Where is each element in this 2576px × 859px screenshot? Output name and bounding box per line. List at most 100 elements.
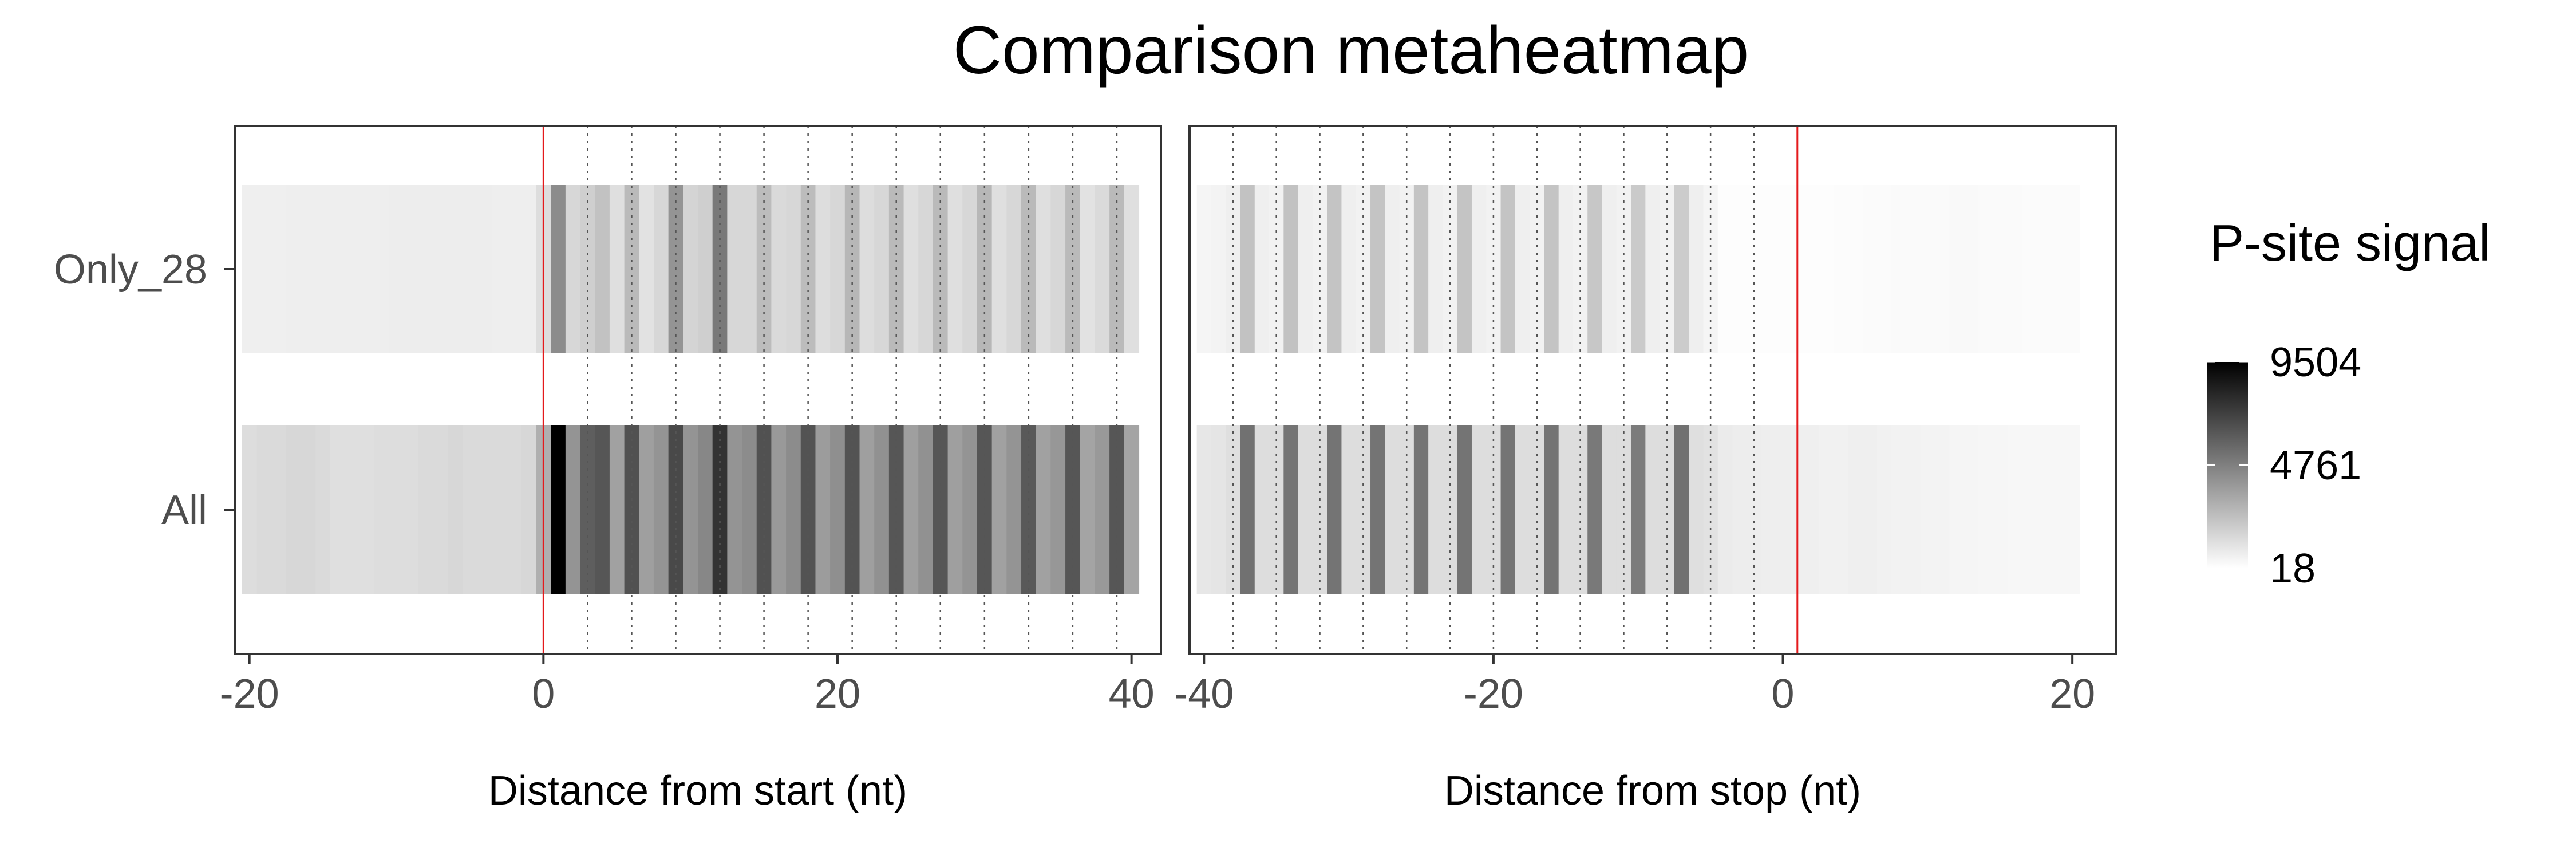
heatmap-cell [1689,185,1704,353]
heatmap-cell [1240,425,1255,594]
heatmap-cell [463,425,478,594]
legend-title: P-site signal [2210,215,2490,272]
heatmap-cell [1050,425,1066,594]
heatmap-cell [1065,425,1081,594]
heatmap-cell [580,425,595,594]
heatmap-cell [815,185,831,353]
heatmap-cell [389,425,404,594]
heatmap-cell [756,425,772,594]
heatmap-cell [1602,425,1617,594]
legend: P-site signal 9504 4761 18 [2207,215,2490,592]
heatmap-cell [374,185,390,353]
heatmap-cell [947,185,963,353]
heatmap-cell [1385,425,1400,594]
heatmap-cell [477,425,493,594]
heatmap-cell [330,185,346,353]
heatmap-cell [1327,425,1342,594]
heatmap-cell [521,425,537,594]
heatmap-cell [433,185,448,353]
heatmap-cell [639,425,654,594]
heatmap-cell [698,185,713,353]
heatmap-cell [1934,185,1950,353]
heatmap-cell [1587,425,1603,594]
heatmap-cell [551,185,566,353]
heatmap-cell [595,185,610,353]
heatmap-cell [1775,425,1791,594]
heatmap-cell [1006,185,1022,353]
heatmap-cell [1761,185,1776,353]
heatmap-cell [359,185,375,353]
legend-label: 18 [2270,546,2316,592]
heatmap-cell [1124,185,1140,353]
row-labels: Only_28 All [54,247,235,533]
chart-title: Comparison metaheatmap [953,13,1749,88]
heatmap-cell [800,425,816,594]
heatmap-cell [433,425,448,594]
heatmap-cell [1413,425,1429,594]
heatmap-cell [1471,185,1487,353]
heatmap-cell [609,425,625,594]
heatmap-cell [2007,425,2022,594]
heatmap-cell [1934,425,1950,594]
heatmap-cell [712,425,728,594]
heatmap-cell [903,425,919,594]
heatmap-cell [1631,425,1646,594]
heatmap-cell [1021,425,1037,594]
heatmap-cell [653,425,669,594]
heatmap-cell [1211,425,1226,594]
legend-ticks: 9504 4761 18 [2207,340,2361,592]
heatmap-cell [1761,425,1776,594]
heatmap-cell [1240,185,1255,353]
y-tick-label: Only_28 [54,247,207,293]
heatmap-cell [565,185,581,353]
heatmap-cell [595,425,610,594]
heatmap-cell [1254,425,1270,594]
heatmap-cell [1717,425,1733,594]
heatmap-cell [1949,425,1965,594]
heatmap-cell [1674,185,1689,353]
heatmap-cell [1196,185,1212,353]
heatmap-cell [1732,425,1747,594]
heatmap-cell [1370,185,1385,353]
x-tick-label: -20 [220,671,279,717]
heatmap-cell [1587,185,1603,353]
heatmap-cell [1327,185,1342,353]
heatmap-cell [815,425,831,594]
heatmap-cell [859,185,875,353]
heatmap-cell [1544,425,1559,594]
heatmap-cell [448,425,463,594]
heatmap-cell [492,185,507,353]
heatmap-cell [918,185,934,353]
heatmap-cell [727,425,742,594]
heatmap-cell [1689,425,1704,594]
heatmap-cell [1109,425,1125,594]
heatmap-cell [2021,185,2037,353]
heatmap-cell [1500,425,1516,594]
heatmap-cell [463,185,478,353]
heatmap-cell [1006,425,1022,594]
heatmap-cell [1471,425,1487,594]
heatmap-cell [1747,425,1762,594]
heatmap-cell [507,425,522,594]
heatmap-cell [1862,425,1878,594]
heatmap-cell [521,185,537,353]
heatmap-cell [1660,425,1675,594]
heatmap-cell [1050,185,1066,353]
heatmap-cell [1457,425,1472,594]
heatmap-cell [1949,185,1965,353]
heatmap-cell [1876,185,1892,353]
heatmap-cell [918,425,934,594]
panel-border [1188,125,2117,655]
heatmap-cell [286,185,302,353]
heatmap-cell [771,425,787,594]
heatmap-cell [668,425,683,594]
x-tick-label: 0 [532,671,555,717]
heatmap-cell [1602,185,1617,353]
heatmap-cell [1978,425,1993,594]
heatmap-cell [301,185,316,353]
heatmap-cell [1457,185,1472,353]
heatmap-cell [1920,425,1935,594]
x-tick-label: -20 [1464,671,1523,717]
panel-border [234,125,1162,655]
